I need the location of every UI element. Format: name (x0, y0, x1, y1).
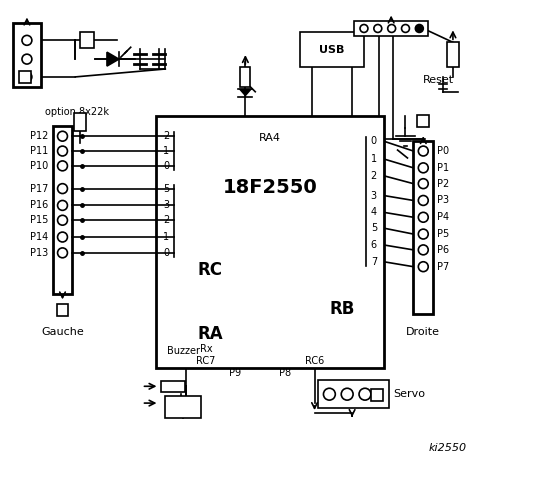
Circle shape (58, 201, 67, 210)
Bar (414, 141, 433, 314)
Circle shape (418, 195, 428, 205)
Circle shape (418, 163, 428, 173)
Bar (371, 389, 383, 401)
Circle shape (418, 212, 428, 222)
Text: RC6: RC6 (305, 356, 324, 366)
Bar (19, 71, 31, 83)
Bar (161, 381, 185, 392)
Text: 18F2550: 18F2550 (223, 178, 317, 197)
Text: RB: RB (330, 300, 355, 318)
Text: 0: 0 (371, 136, 377, 146)
Circle shape (418, 179, 428, 189)
Text: Gauche: Gauche (41, 327, 84, 337)
Text: RC: RC (198, 261, 223, 279)
Text: P4: P4 (437, 212, 449, 222)
Text: Servo: Servo (394, 389, 426, 399)
Text: RA4: RA4 (259, 133, 281, 143)
Circle shape (58, 248, 67, 258)
Text: P5: P5 (437, 229, 450, 239)
Text: 3: 3 (163, 201, 169, 210)
Bar (317, 380, 389, 408)
Circle shape (418, 229, 428, 239)
Text: P8: P8 (279, 369, 291, 378)
Text: P11: P11 (30, 146, 49, 156)
Polygon shape (107, 52, 119, 66)
Circle shape (418, 262, 428, 272)
Text: Rx: Rx (200, 344, 212, 354)
Bar (241, 67, 251, 87)
Text: 1: 1 (163, 146, 169, 156)
Text: P3: P3 (437, 195, 449, 205)
Bar (354, 21, 428, 36)
Circle shape (324, 388, 335, 400)
Text: RA: RA (198, 325, 223, 343)
Circle shape (359, 388, 371, 400)
Bar (80, 33, 94, 48)
Circle shape (58, 161, 67, 171)
Text: P12: P12 (30, 131, 49, 141)
Circle shape (58, 146, 67, 156)
Circle shape (401, 24, 409, 33)
Text: P1: P1 (437, 163, 449, 173)
Bar (165, 396, 201, 418)
Text: 5: 5 (371, 223, 377, 233)
Bar (418, 116, 429, 127)
Bar (300, 33, 364, 67)
Circle shape (58, 216, 67, 225)
Text: 4: 4 (371, 207, 377, 217)
Polygon shape (238, 89, 252, 96)
Text: 0: 0 (163, 248, 169, 258)
Text: Buzzer: Buzzer (166, 346, 200, 356)
Text: 3: 3 (371, 191, 377, 201)
Text: 1: 1 (371, 154, 377, 164)
Text: 2: 2 (371, 171, 377, 181)
Text: Droite: Droite (406, 327, 440, 337)
Bar (447, 42, 459, 67)
Text: USB: USB (319, 45, 345, 55)
Circle shape (58, 184, 67, 193)
Circle shape (360, 24, 368, 33)
Circle shape (374, 24, 382, 33)
Text: 1: 1 (163, 232, 169, 242)
Text: option 8x22k: option 8x22k (45, 107, 109, 117)
Text: 7: 7 (371, 257, 377, 267)
Circle shape (341, 388, 353, 400)
Text: P16: P16 (30, 201, 49, 210)
Text: 6: 6 (371, 240, 377, 250)
Text: P14: P14 (30, 232, 49, 242)
Circle shape (415, 24, 423, 33)
Circle shape (22, 36, 32, 45)
Circle shape (58, 232, 67, 242)
Circle shape (418, 146, 428, 156)
Circle shape (388, 24, 395, 33)
Bar (53, 126, 72, 294)
Circle shape (22, 72, 32, 82)
Text: ki2550: ki2550 (428, 443, 466, 453)
Text: Reset: Reset (423, 75, 455, 85)
Bar (13, 23, 41, 87)
Text: 2: 2 (163, 131, 169, 141)
Text: P2: P2 (437, 179, 450, 189)
Text: P10: P10 (30, 161, 49, 171)
Circle shape (58, 131, 67, 141)
Text: P13: P13 (30, 248, 49, 258)
Text: P7: P7 (437, 262, 450, 272)
Circle shape (418, 245, 428, 255)
Bar (56, 304, 69, 316)
Text: RC7: RC7 (196, 356, 216, 366)
Text: 2: 2 (163, 215, 169, 225)
Text: 5: 5 (163, 184, 169, 193)
Polygon shape (169, 397, 181, 409)
Text: 0: 0 (163, 161, 169, 171)
Bar (156, 117, 384, 369)
Text: P6: P6 (437, 245, 449, 255)
Text: P17: P17 (30, 184, 49, 193)
Circle shape (22, 54, 32, 64)
Text: P9: P9 (229, 369, 242, 378)
Bar (74, 113, 86, 131)
Text: P0: P0 (437, 146, 449, 156)
Text: P15: P15 (30, 215, 49, 225)
